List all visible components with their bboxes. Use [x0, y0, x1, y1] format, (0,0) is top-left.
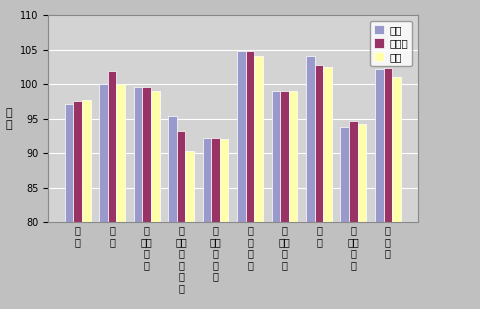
Bar	[280, 91, 289, 309]
Bar	[151, 91, 159, 309]
Bar	[384, 68, 392, 309]
Bar	[168, 116, 177, 309]
Bar	[65, 104, 73, 309]
Bar	[82, 99, 91, 309]
Bar	[246, 51, 254, 309]
Bar	[203, 138, 211, 309]
Bar	[349, 121, 358, 309]
Legend: 津市, 三重県, 全国: 津市, 三重県, 全国	[370, 21, 412, 66]
Bar	[289, 91, 298, 309]
Bar	[237, 51, 246, 309]
Bar	[220, 139, 228, 309]
Bar	[323, 67, 332, 309]
Bar	[254, 56, 263, 309]
Bar	[177, 131, 185, 309]
Bar	[108, 71, 117, 309]
Bar	[306, 56, 315, 309]
Y-axis label: 指
数: 指 数	[5, 108, 12, 130]
Bar	[375, 69, 384, 309]
Bar	[392, 77, 401, 309]
Bar	[315, 65, 323, 309]
Bar	[117, 84, 125, 309]
Bar	[272, 91, 280, 309]
Bar	[358, 125, 366, 309]
Bar	[134, 87, 143, 309]
Bar	[73, 101, 82, 309]
Bar	[211, 138, 220, 309]
Bar	[143, 87, 151, 309]
Bar	[99, 84, 108, 309]
Bar	[340, 127, 349, 309]
Bar	[185, 151, 194, 309]
